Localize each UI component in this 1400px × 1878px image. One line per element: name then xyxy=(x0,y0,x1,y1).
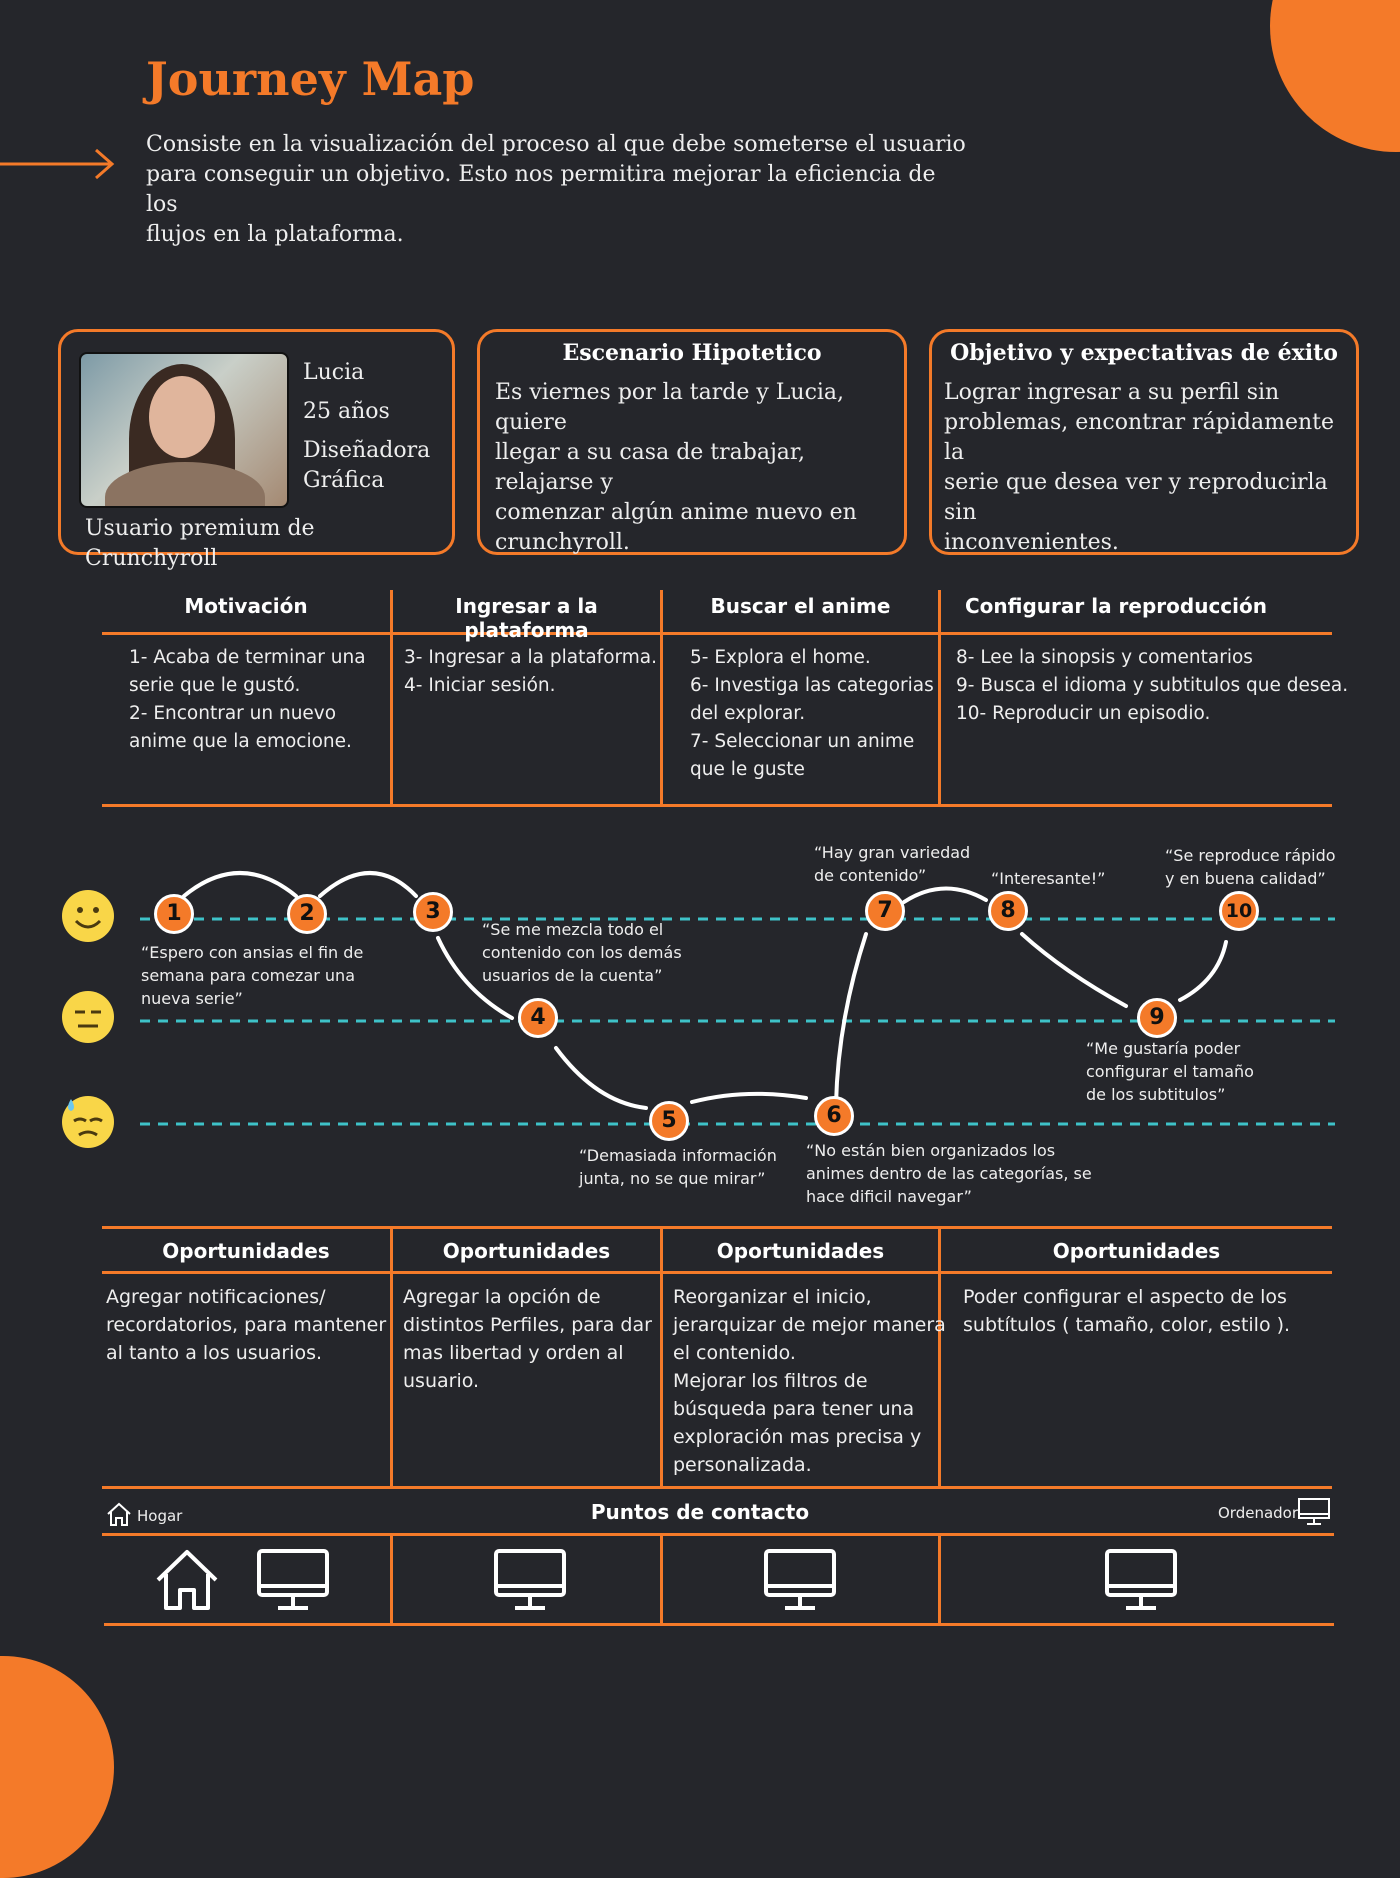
emotion-point: 10 xyxy=(1219,891,1259,931)
persona-caption: Usuario premium de Crunchyroll xyxy=(85,516,315,571)
scenario-title: Escenario Hipotetico xyxy=(562,340,822,366)
emotion-quote: “Se me mezcla todo el contenido con los … xyxy=(482,920,682,985)
opportunity-text: Poder configurar el aspecto de los subtí… xyxy=(963,1286,1291,1336)
opportunity-title: Oportunidades xyxy=(442,1239,611,1263)
arrow-right-icon xyxy=(0,148,115,180)
stage-title: Ingresar a la plataforma xyxy=(455,594,598,642)
objective-card: Objetivo y expectativas de éxito Lograr … xyxy=(929,329,1359,555)
emotion-point: 2 xyxy=(287,894,327,934)
emotion-point: 1 xyxy=(154,894,194,934)
emotion-point: 4 xyxy=(518,998,558,1038)
opportunity-text: Reorganizar el inicio, jerarquizar de me… xyxy=(673,1286,946,1476)
computer-icon xyxy=(494,1549,566,1610)
stage-title: Motivación xyxy=(184,594,308,618)
opportunity-title: Oportunidades xyxy=(1052,1239,1221,1263)
opportunity-text: Agregar notificaciones/ recordatorios, p… xyxy=(106,1286,387,1364)
opportunity-text: Agregar la opción de distintos Perfiles,… xyxy=(403,1286,652,1392)
opportunity-title: Oportunidades xyxy=(716,1239,885,1263)
persona-photo xyxy=(79,352,289,508)
emotion-quote: “Se reproduce rápido y en buena calidad” xyxy=(1165,846,1336,888)
scenario-text: Es viernes por la tarde y Lucia, quiere l… xyxy=(495,380,857,555)
sad-icon xyxy=(62,1096,114,1148)
emotion-quote: “Hay gran variedad de contenido” xyxy=(814,843,971,885)
emotion-quote: “Espero con ansias el fin de semana para… xyxy=(141,943,364,1008)
persona-role: Diseñadora xyxy=(303,438,431,463)
page-title: Journey Map xyxy=(146,52,475,106)
objective-title: Objetivo y expectativas de éxito xyxy=(950,340,1338,366)
emotion-point: 6 xyxy=(814,1096,854,1136)
persona-role: Gráfica xyxy=(303,468,385,493)
emotion-point: 9 xyxy=(1137,998,1177,1038)
objective-text: Lograr ingresar a su perfil sin problemas… xyxy=(944,380,1335,555)
emotion-point: 7 xyxy=(865,891,905,931)
legend-home: Hogar xyxy=(137,1507,183,1525)
persona-name: Lucia xyxy=(303,360,365,385)
decor-circle-top-right xyxy=(1270,0,1400,152)
intro-line: flujos en la plataforma. xyxy=(146,222,404,247)
intro-text: Consiste en la visualización del proceso… xyxy=(146,130,966,250)
computer-icon xyxy=(764,1549,836,1610)
persona-age: 25 años xyxy=(303,399,390,424)
stage-text: 1- Acaba de terminar una serie que le gu… xyxy=(129,647,366,752)
stage-text: 8- Lee la sinopsis y comentarios 9- Busc… xyxy=(956,647,1349,724)
stage-title: Configurar la reproducción xyxy=(965,594,1267,618)
stage-text: 3- Ingresar a la plataforma. 4- Iniciar … xyxy=(404,647,658,696)
happy-icon xyxy=(62,890,114,942)
neutral-icon xyxy=(62,991,114,1043)
legend-computer: Ordenador xyxy=(1218,1504,1299,1522)
emotion-point: 8 xyxy=(988,891,1028,931)
emotion-point: 5 xyxy=(649,1101,689,1141)
home-icon xyxy=(156,1550,218,1610)
emotion-quote: “No están bien organizados los animes de… xyxy=(806,1141,1092,1206)
decor-circle-bottom-left xyxy=(0,1656,114,1878)
home-icon xyxy=(107,1502,131,1526)
emotion-point: 3 xyxy=(413,892,453,932)
contact-title: Puntos de contacto xyxy=(590,1500,810,1524)
computer-icon xyxy=(1298,1498,1330,1525)
emotion-quote: “Demasiada información junta, no se que … xyxy=(579,1146,777,1188)
stage-title: Buscar el anime xyxy=(710,594,891,618)
stage-text: 5- Explora el home. 6- Investiga las cat… xyxy=(690,647,934,780)
opportunity-title: Oportunidades xyxy=(162,1239,330,1263)
scenario-card: Escenario Hipotetico Es viernes por la t… xyxy=(477,329,907,555)
intro-line: para conseguir un objetivo. Esto nos per… xyxy=(146,162,936,217)
emotion-quote: “Me gustaría poder configurar el tamaño … xyxy=(1086,1039,1254,1104)
emotion-curve xyxy=(140,871,1335,1126)
emotion-quote: “Interesante!” xyxy=(991,869,1106,888)
persona-card: Lucia 25 años Diseñadora Gráfica Usuario… xyxy=(58,329,455,571)
computer-icon xyxy=(1105,1549,1177,1610)
computer-icon xyxy=(257,1549,329,1610)
intro-line: Consiste en la visualización del proceso… xyxy=(146,132,966,157)
